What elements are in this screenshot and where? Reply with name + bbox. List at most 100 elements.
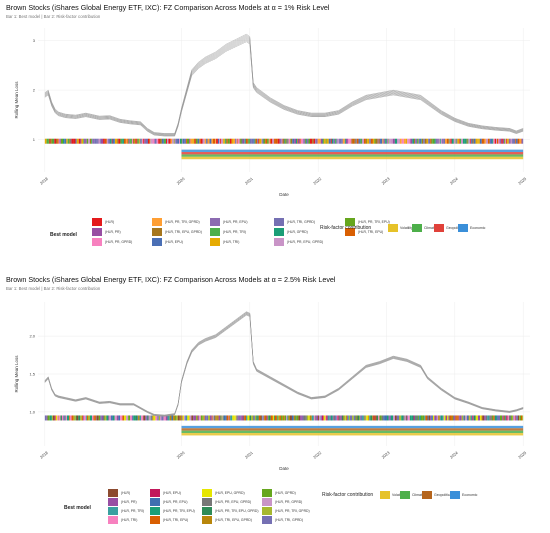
best-model-segment bbox=[147, 415, 149, 421]
best-model-segment bbox=[427, 415, 429, 421]
series-line bbox=[44, 36, 524, 135]
best-model-segment bbox=[75, 138, 77, 144]
best-model-segment bbox=[513, 415, 514, 421]
best-model-segment bbox=[143, 415, 146, 421]
best-model-segment bbox=[130, 415, 132, 421]
best-model-segment bbox=[424, 415, 426, 421]
best-model-segment bbox=[61, 415, 64, 421]
best-model-segment bbox=[194, 138, 196, 144]
best-model-segment bbox=[186, 138, 187, 144]
best-model-segment bbox=[181, 138, 183, 144]
best-model-segment bbox=[405, 138, 408, 144]
best-model-segment bbox=[131, 138, 134, 144]
best-model-segment bbox=[204, 415, 207, 421]
risk-factor-band bbox=[181, 425, 524, 429]
best-model-segment bbox=[303, 138, 305, 144]
risk-factor-band bbox=[181, 152, 524, 155]
best-model-segment bbox=[264, 415, 265, 421]
best-model-segment bbox=[163, 415, 166, 421]
best-model-segment bbox=[155, 415, 158, 421]
best-model-segment bbox=[109, 415, 112, 421]
best-model-segment bbox=[466, 138, 468, 144]
best-model-segment bbox=[89, 415, 93, 421]
legend-label: (HLR, PR, TRI, GPRD) bbox=[165, 220, 200, 224]
best-model-segment bbox=[135, 415, 138, 421]
best-model-segment bbox=[438, 138, 440, 144]
best-model-segment bbox=[167, 415, 170, 421]
best-model-segment bbox=[94, 138, 97, 144]
best-model-segment bbox=[359, 138, 361, 144]
best-model-segment bbox=[175, 138, 178, 144]
best-model-segment bbox=[409, 415, 412, 421]
best-model-segment bbox=[519, 415, 521, 421]
best-model-segment bbox=[405, 415, 407, 421]
best-model-segment bbox=[257, 415, 259, 421]
best-model-segment bbox=[200, 415, 203, 421]
chart-subtitle: Bar 1: Best model | Bar 2: Risk-factor c… bbox=[6, 14, 101, 19]
best-model-segment bbox=[204, 415, 205, 421]
best-model-segment bbox=[146, 415, 148, 421]
legend-label: (HLR, PR, TRI, GPRD) bbox=[275, 509, 310, 513]
best-model-segment bbox=[108, 415, 110, 421]
best-model-segment bbox=[401, 138, 404, 144]
legend-swatch bbox=[150, 516, 160, 524]
best-model-segment bbox=[46, 138, 49, 144]
best-model-segment bbox=[467, 415, 469, 421]
best-model-segment bbox=[505, 415, 507, 421]
best-model-segment bbox=[297, 138, 298, 144]
best-model-segment bbox=[407, 415, 409, 421]
legend-swatch bbox=[274, 218, 284, 226]
best-model-segment bbox=[236, 138, 238, 144]
best-model-segment bbox=[222, 415, 224, 421]
best-model-segment bbox=[147, 138, 150, 144]
best-model-segment bbox=[517, 138, 520, 144]
best-model-segment bbox=[464, 415, 466, 421]
best-model-segment bbox=[292, 138, 295, 144]
best-model-segment bbox=[344, 138, 346, 144]
best-model-segment bbox=[326, 415, 328, 421]
best-model-segment bbox=[303, 415, 306, 421]
best-model-segment bbox=[60, 415, 62, 421]
best-model-segment bbox=[455, 138, 457, 144]
best-model-segment bbox=[337, 138, 340, 144]
legend-item: (HLR, PR, EPU) bbox=[150, 498, 188, 506]
legend-item: (HLR, TRI, GPRD) bbox=[262, 516, 303, 524]
best-model-segment bbox=[117, 138, 119, 144]
best-model-segment bbox=[171, 415, 174, 421]
best-model-segment bbox=[385, 138, 387, 144]
x-tick-label: 2018 bbox=[39, 176, 50, 186]
best-model-segment bbox=[241, 415, 243, 421]
legend-label: Climate bbox=[424, 226, 436, 230]
best-model-segment bbox=[114, 138, 118, 144]
best-model-segment bbox=[262, 415, 264, 421]
best-model-segment bbox=[291, 415, 294, 421]
series-lines bbox=[44, 33, 524, 137]
best-model-segment bbox=[370, 138, 373, 144]
legend-item: Geopolitical bbox=[422, 491, 452, 499]
best-model-segment bbox=[111, 138, 113, 144]
legend-swatch bbox=[108, 489, 118, 497]
best-model-segment bbox=[240, 415, 242, 421]
series-line bbox=[44, 33, 524, 134]
best-model-segment bbox=[158, 415, 161, 421]
best-model-segment bbox=[465, 415, 468, 421]
x-tick-label: 2023 bbox=[381, 176, 392, 186]
best-model-segment bbox=[416, 415, 418, 421]
best-model-segment bbox=[100, 415, 102, 421]
legend-item: (HLR, TRI) bbox=[108, 516, 137, 524]
best-model-segment bbox=[320, 138, 323, 144]
best-model-segment bbox=[351, 138, 353, 144]
best-model-segment bbox=[507, 138, 509, 144]
best-model-segment bbox=[315, 138, 318, 144]
best-model-segment bbox=[359, 415, 361, 421]
best-model-segment bbox=[244, 138, 245, 144]
best-model-segment bbox=[270, 415, 273, 421]
best-model-segment bbox=[472, 415, 474, 421]
best-model-segment bbox=[475, 138, 478, 144]
best-model-segment bbox=[256, 415, 258, 421]
best-model-segment bbox=[277, 415, 280, 421]
best-model-segment bbox=[481, 415, 483, 421]
best-model-segment bbox=[442, 138, 444, 144]
legend-label: Volatility bbox=[392, 493, 405, 497]
best-model-segment bbox=[287, 138, 289, 144]
